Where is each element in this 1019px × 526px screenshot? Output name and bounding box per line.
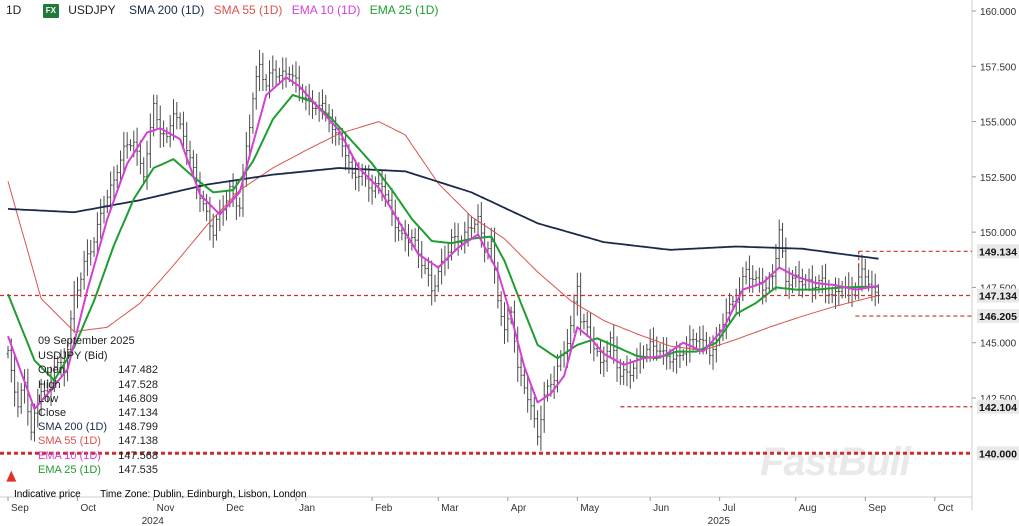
- info-row-label: Open: [38, 364, 65, 377]
- sma200-line[interactable]: [7, 167, 879, 260]
- legend-ema10[interactable]: EMA 10 (1D): [291, 3, 361, 17]
- chart-header: 1D FX USDJPY SMA 200 (1D) SMA 55 (1D) EM…: [0, 0, 600, 20]
- info-date: 09 September 2025: [38, 335, 135, 347]
- timezone-label: Time Zone: Dublin, Edinburgh, Lisbon, Lo…: [100, 489, 307, 500]
- info-row: Low 146.809: [38, 392, 158, 406]
- x-tick-label: Jan: [299, 503, 315, 514]
- sma55-line[interactable]: [7, 121, 879, 351]
- y-tick-label: 150.000: [980, 228, 1017, 239]
- y-tick-label: 152.500: [980, 173, 1017, 184]
- level-label-bg: [977, 244, 1019, 259]
- x-tick-label: Mar: [441, 503, 459, 514]
- x-tick-label: May: [580, 503, 599, 514]
- info-row-value: 147.134: [118, 407, 158, 420]
- info-row-value: 146.809: [118, 392, 158, 405]
- fx-badge-icon: FX: [42, 4, 59, 18]
- info-row-label: EMA 25 (1D): [38, 463, 101, 476]
- info-panel: 09 September 2025 USDJPY (Bid) Open 147.4…: [38, 334, 158, 477]
- legend-sma55[interactable]: SMA 55 (1D): [213, 3, 283, 17]
- info-row-label: Low: [38, 392, 59, 405]
- x-tick-label: Aug: [799, 503, 817, 514]
- x-tick-label: Sep: [11, 503, 29, 514]
- x-tick-label: Nov: [157, 503, 175, 514]
- x-tick-label: Apr: [511, 503, 527, 514]
- level-label: 149.134: [979, 246, 1017, 258]
- price-bars: [6, 49, 880, 451]
- level-label-bg: [977, 399, 1019, 414]
- chart-footer: Indicative price Time Zone: Dublin, Edin…: [14, 489, 307, 500]
- watermark-logo: FastBull: [760, 440, 911, 484]
- y-tick-label: 160.000: [980, 7, 1017, 18]
- x-tick-label: Oct: [81, 503, 97, 514]
- info-row: Close 147.134: [38, 406, 158, 420]
- x-tick-label: Jun: [653, 503, 669, 514]
- symbol-label[interactable]: USDJPY: [68, 3, 116, 17]
- info-row-value: 147.568: [118, 449, 158, 462]
- info-row: EMA 25 (1D) 147.535: [38, 463, 158, 477]
- level-label-bg: [977, 288, 1019, 303]
- y-tick-label: 142.500: [980, 394, 1017, 405]
- y-tick-label: 155.000: [980, 118, 1017, 129]
- timeframe-label[interactable]: 1D: [6, 3, 22, 17]
- y-tick-label: 145.000: [980, 339, 1017, 350]
- x-tick-label: Feb: [375, 503, 393, 514]
- level-label: 146.205: [979, 311, 1017, 323]
- info-row: High 147.528: [38, 378, 158, 392]
- info-row: SMA 200 (1D) 148.799: [38, 420, 158, 434]
- level-label-bg: [977, 309, 1019, 324]
- info-row-label: High: [38, 378, 61, 391]
- x-tick-label: Dec: [226, 503, 244, 514]
- info-row-label: EMA 10 (1D): [38, 449, 101, 462]
- ema10-line[interactable]: [7, 76, 879, 411]
- level-label: 142.104: [979, 402, 1017, 414]
- info-row-value: 147.528: [118, 378, 158, 391]
- info-row-label: Close: [38, 407, 67, 420]
- info-row: Open 147.482: [38, 363, 158, 377]
- x-year-label: 2025: [708, 516, 731, 526]
- info-instrument: USDJPY (Bid): [38, 350, 108, 363]
- x-tick-label: Sep: [868, 503, 886, 514]
- info-row: SMA 55 (1D) 147.138: [38, 434, 158, 448]
- info-row-label: SMA 200 (1D): [38, 421, 108, 434]
- x-year-label: 2024: [142, 516, 165, 526]
- info-row-value: 147.535: [118, 463, 158, 476]
- arrow-marker-icon: [6, 470, 17, 482]
- legend-ema25[interactable]: EMA 25 (1D): [369, 3, 439, 17]
- level-label-bg: [977, 446, 1019, 461]
- level-label: 140.000: [979, 448, 1017, 460]
- info-row-value: 148.799: [118, 421, 158, 434]
- y-tick-label: 157.500: [980, 62, 1017, 73]
- ema25-line[interactable]: [7, 94, 879, 382]
- info-row-value: 147.482: [118, 364, 158, 377]
- x-tick-label: Jul: [723, 503, 736, 514]
- info-row: EMA 10 (1D) 147.568: [38, 449, 158, 463]
- info-row-label: SMA 55 (1D): [38, 435, 101, 448]
- info-row-value: 147.138: [118, 435, 158, 448]
- indicative-price-label: Indicative price: [14, 489, 81, 500]
- legend-sma200[interactable]: SMA 200 (1D): [128, 3, 205, 17]
- x-tick-label: Oct: [938, 503, 954, 514]
- level-label: 147.134: [979, 291, 1017, 303]
- info-rows: Open 147.482 High 147.528 Low 146.809 Close 147…: [38, 363, 158, 477]
